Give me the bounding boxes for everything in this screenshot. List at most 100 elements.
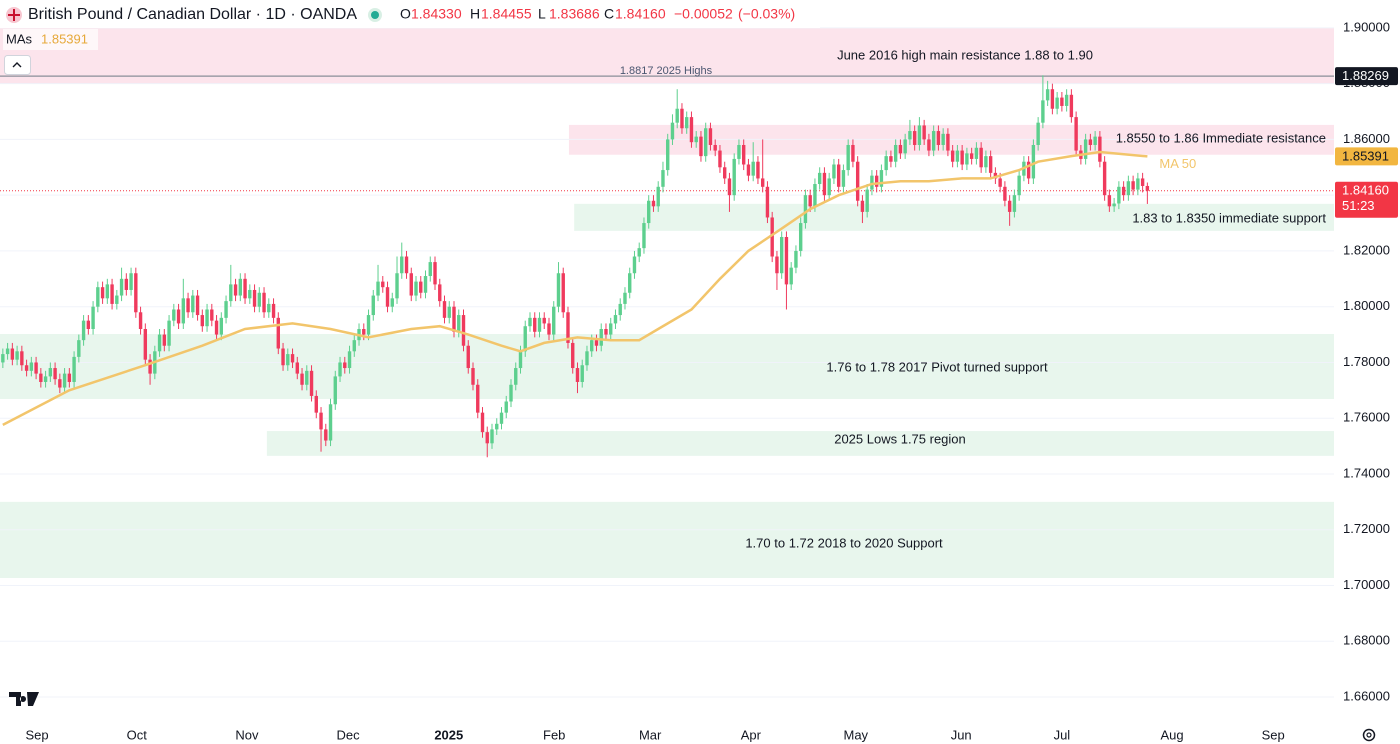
- zone: [574, 203, 1334, 231]
- settings-icon[interactable]: [1362, 728, 1376, 742]
- candle-body: [827, 178, 831, 196]
- candle-body: [390, 298, 394, 307]
- candle-body: [732, 158, 736, 196]
- candle-body: [803, 195, 808, 224]
- candle-body: [362, 329, 366, 335]
- candle-body: [333, 376, 337, 405]
- candle-body: [984, 156, 988, 168]
- candle-body: [96, 287, 100, 307]
- tv-logo[interactable]: [9, 692, 39, 706]
- candle-body: [20, 351, 24, 366]
- x-tick-label: Sep: [1262, 727, 1285, 742]
- y-tick-label: 1.68000: [1343, 633, 1390, 648]
- candle-body: [162, 334, 167, 346]
- candle-body: [874, 175, 879, 187]
- candle-body: [58, 379, 62, 388]
- candle-body: [889, 156, 893, 162]
- candle-body: [1031, 144, 1036, 179]
- candle-body: [789, 267, 793, 285]
- status-dot: [371, 11, 379, 19]
- y-tick-label: 1.70000: [1343, 577, 1390, 592]
- candle-body: [466, 345, 470, 369]
- candle-body: [1069, 94, 1074, 118]
- ohlc-value: 1.84455: [481, 6, 532, 22]
- candle-body: [276, 317, 280, 349]
- zone: [0, 334, 1334, 399]
- level-tag: 1.88269: [1342, 68, 1389, 83]
- candle-body: [15, 351, 19, 360]
- collapse-button[interactable]: [4, 55, 31, 75]
- candle-body: [903, 139, 907, 154]
- collapse-icon: [12, 62, 22, 68]
- candle-body: [181, 298, 186, 324]
- candle-body: [998, 178, 1002, 187]
- candle-body: [927, 139, 931, 151]
- candle-body: [1007, 200, 1012, 212]
- candle-body: [713, 144, 717, 151]
- chart-title[interactable]: British Pound / Canadian Dollar · 1D · O…: [28, 6, 357, 23]
- candle-body: [271, 303, 276, 318]
- candle-body: [770, 217, 774, 257]
- candle-body: [77, 340, 81, 357]
- x-tick-label: Feb: [543, 727, 565, 742]
- candle-body: [414, 281, 418, 296]
- ma-legend-bg: [3, 29, 98, 50]
- candle-body: [210, 309, 214, 321]
- candle-body: [846, 144, 850, 171]
- y-tick-label: 1.86000: [1343, 131, 1390, 146]
- candle-body: [561, 273, 565, 313]
- y-tick-label: 1.80000: [1343, 298, 1390, 313]
- candle-body: [955, 150, 960, 162]
- candle-body: [476, 384, 480, 413]
- candle-body: [936, 131, 941, 145]
- candle-body: [447, 306, 451, 318]
- candle-body: [1107, 195, 1112, 207]
- symbol-icon-cross: [8, 9, 20, 21]
- candle-body: [1121, 186, 1126, 196]
- candle-body: [950, 150, 955, 162]
- candle-body: [699, 136, 703, 157]
- ma-label: MA 50: [1159, 156, 1196, 171]
- candle-body: [590, 340, 594, 352]
- candle-body: [34, 362, 38, 374]
- candle-body: [385, 287, 390, 307]
- candle-body: [637, 248, 641, 257]
- candle-body: [760, 178, 765, 187]
- candle-body: [1098, 136, 1102, 162]
- candle-body: [960, 150, 964, 165]
- candle-body: [1041, 100, 1045, 123]
- y-tick-label: 1.74000: [1343, 465, 1390, 480]
- candle-body: [148, 359, 152, 374]
- candle-body: [836, 164, 841, 187]
- ma-legend-name[interactable]: MAs: [6, 31, 33, 46]
- candle-body: [419, 281, 423, 293]
- candle-body: [1112, 203, 1116, 207]
- candle-body: [599, 329, 603, 346]
- candle-body: [485, 432, 489, 444]
- candle-body: [423, 276, 428, 293]
- candle-body: [219, 317, 224, 335]
- y-tick-label: 1.66000: [1343, 688, 1390, 703]
- y-tick-label: 1.90000: [1343, 19, 1390, 34]
- candle-body: [1093, 136, 1097, 145]
- x-tick-label: 2025: [434, 727, 463, 742]
- candle-body: [1, 354, 5, 363]
- x-tick-label: Aug: [1160, 727, 1183, 742]
- x-tick-label: Jul: [1054, 727, 1071, 742]
- candle-body: [490, 429, 494, 444]
- candle-body: [542, 317, 546, 324]
- candle-body: [86, 320, 91, 330]
- candle-body: [566, 312, 570, 343]
- candle-body: [514, 368, 518, 385]
- candle-body: [176, 309, 181, 324]
- candle-body: [851, 144, 855, 162]
- ma-tag-bg: [1335, 147, 1398, 166]
- candle-body: [248, 289, 252, 299]
- candle-body: [893, 144, 898, 162]
- zone-label: 1.8550 to 1.86 Immediate resistance: [1116, 130, 1326, 145]
- grid: [0, 27, 1334, 698]
- ohlc-change: −0.00052: [674, 6, 733, 22]
- candle-body: [300, 373, 304, 385]
